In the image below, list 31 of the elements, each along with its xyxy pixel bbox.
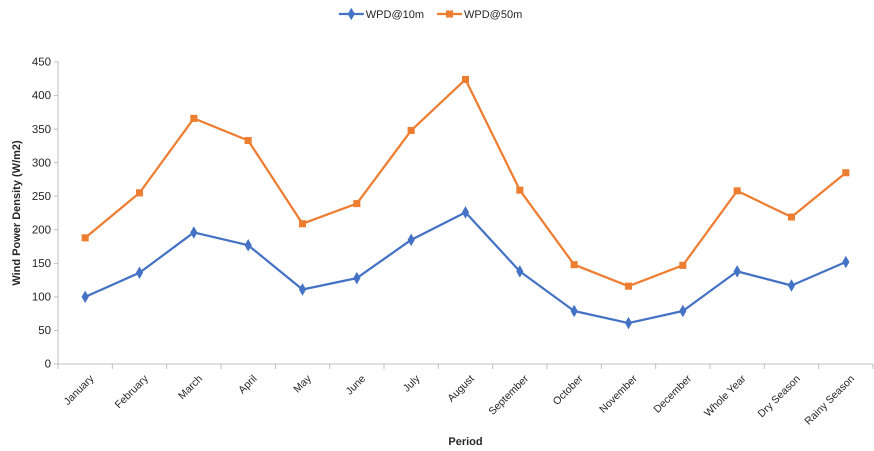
y-tick-label: 400 bbox=[32, 90, 51, 102]
y-tick-label: 350 bbox=[32, 124, 51, 136]
point bbox=[734, 187, 741, 194]
point bbox=[842, 169, 850, 176]
x-tick-label: July bbox=[400, 372, 424, 395]
y-tick-label: 100 bbox=[32, 292, 51, 304]
x-axis-title: Period bbox=[448, 436, 483, 448]
y-tick-label: 0 bbox=[44, 358, 51, 371]
point bbox=[679, 262, 686, 269]
point bbox=[516, 186, 524, 194]
y-tick-label: 200 bbox=[32, 224, 51, 236]
point bbox=[624, 282, 632, 290]
point bbox=[462, 76, 470, 83]
point bbox=[408, 126, 415, 134]
y-tick-label: 450 bbox=[32, 56, 51, 69]
x-tick-label: May bbox=[291, 372, 314, 396]
y-tick-label: 300 bbox=[32, 157, 51, 170]
point bbox=[244, 136, 252, 144]
y-tick-label: 50 bbox=[38, 325, 51, 338]
point bbox=[353, 200, 360, 208]
point bbox=[136, 189, 144, 196]
point bbox=[190, 114, 198, 122]
point bbox=[298, 220, 306, 228]
legend-label: WPD@50m bbox=[464, 8, 522, 21]
y-tick-label: 150 bbox=[32, 258, 51, 270]
point bbox=[570, 261, 578, 268]
point bbox=[788, 213, 796, 221]
legend-label: WPD@10m bbox=[366, 8, 424, 21]
y-tick-label: 250 bbox=[32, 190, 51, 203]
point bbox=[82, 234, 89, 242]
y-axis-title: Wind Power Density (W/m2) bbox=[11, 140, 23, 286]
